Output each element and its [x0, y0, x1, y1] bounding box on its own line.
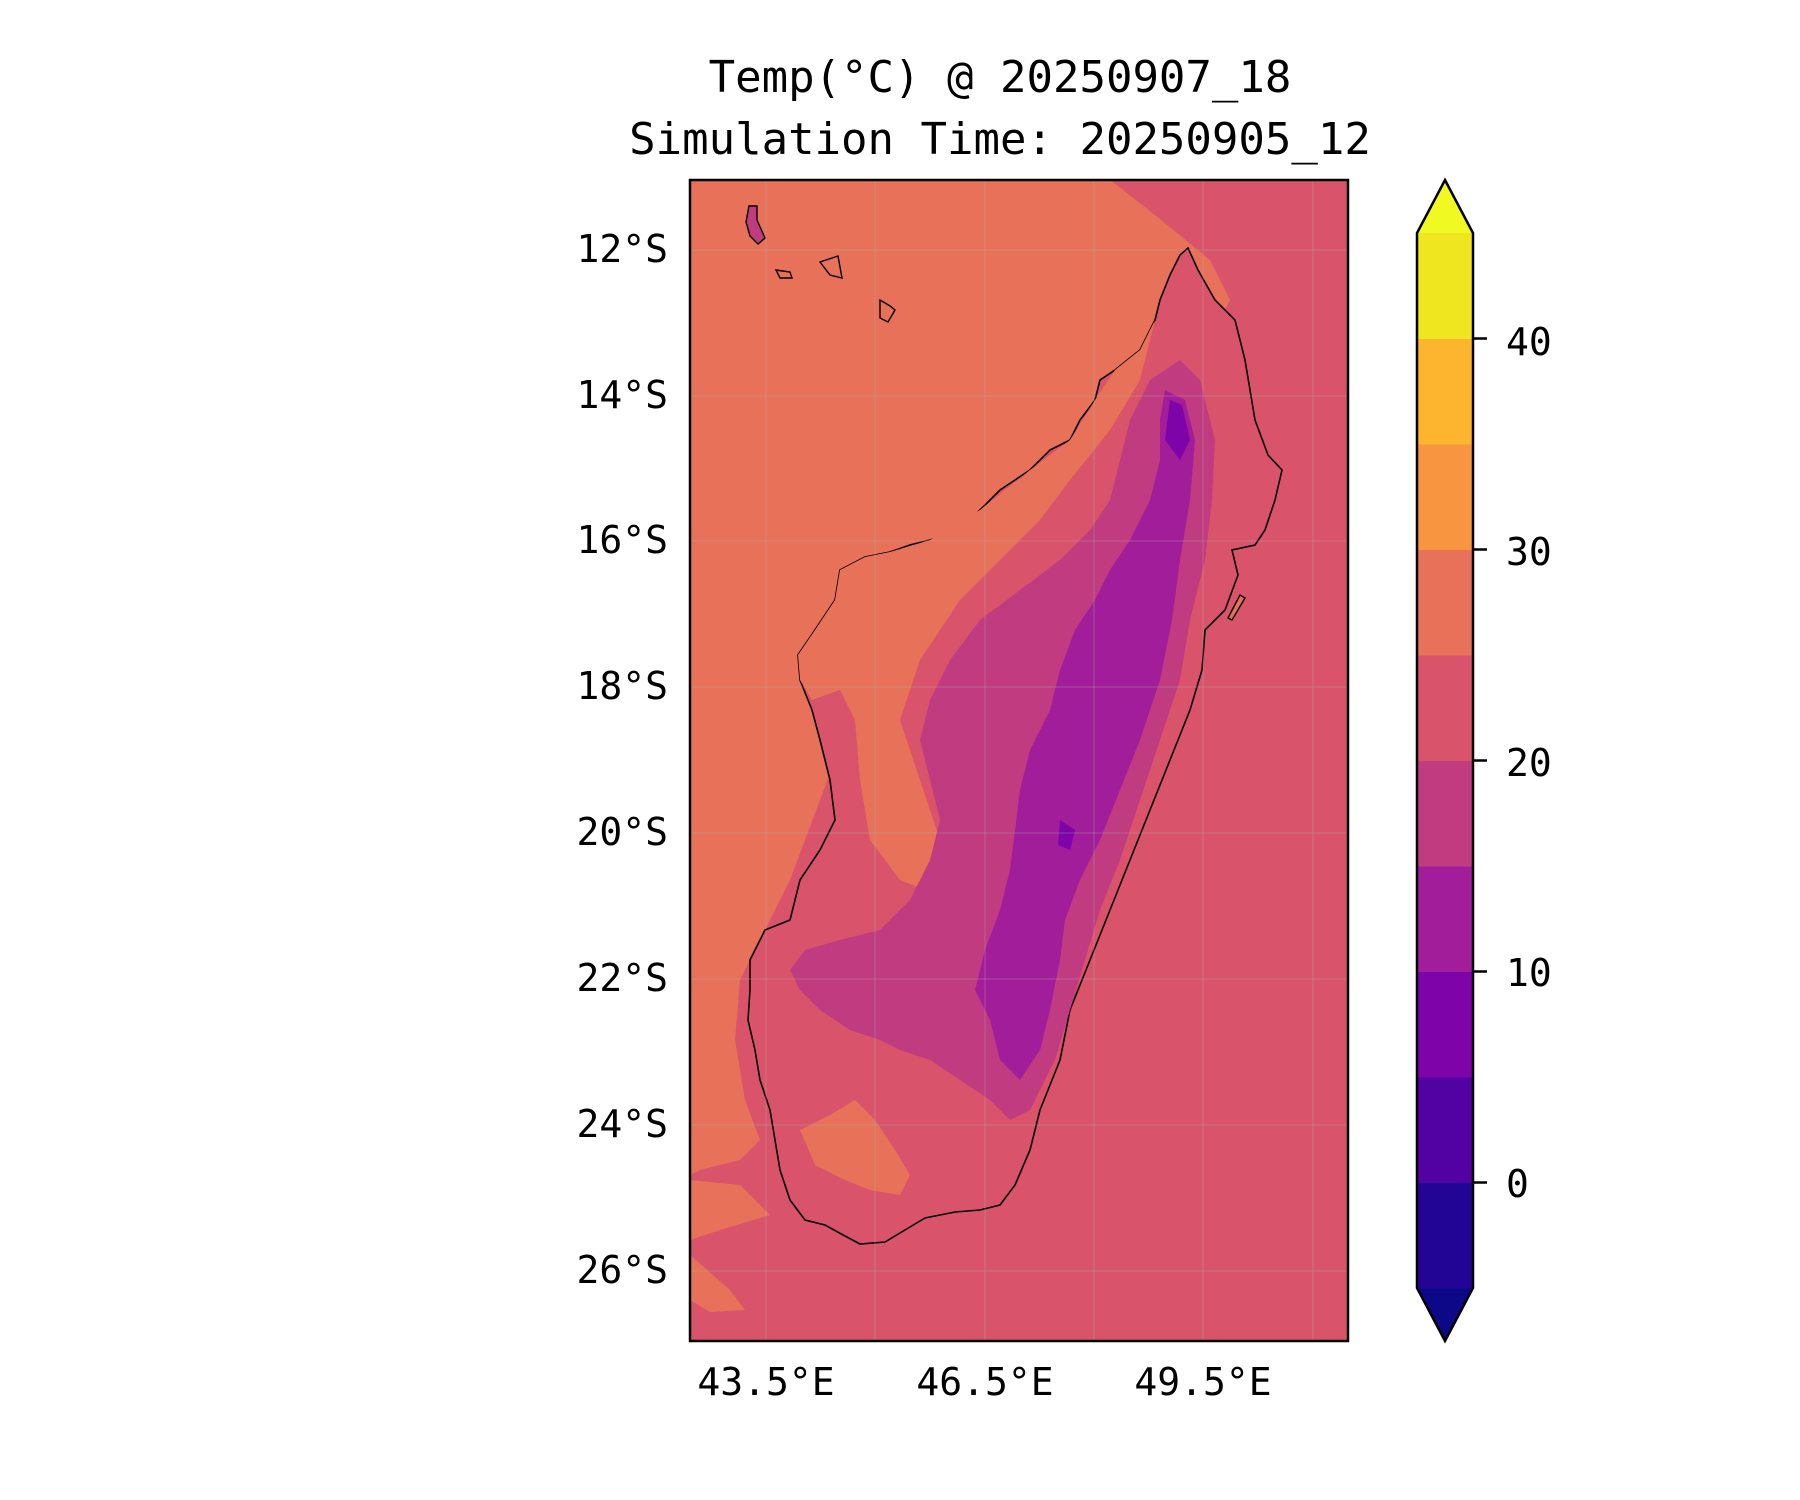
island-moheli	[774, 269, 793, 279]
colorbar-bin	[1417, 1077, 1473, 1183]
y-tick-label: 18°S	[576, 664, 668, 708]
y-axis-labels: 12°S 14°S 16°S 18°S 20°S 22°S 24°S 26°S	[576, 227, 668, 1292]
colorbar-bin	[1417, 338, 1473, 445]
y-tick-label: 14°S	[576, 373, 668, 417]
colorbar-outline	[1415, 177, 1475, 1344]
colorbar-bin	[1417, 760, 1473, 867]
highlands-coldest	[1058, 400, 1190, 850]
y-tick-label: 26°S	[576, 1248, 668, 1292]
colorbar-labels: 0 10 20 30 40	[1506, 320, 1552, 1206]
y-tick-label: 20°S	[576, 810, 668, 854]
y-tick-label: 16°S	[576, 518, 668, 562]
highlands-cool	[790, 360, 1215, 1120]
land-warm-west	[798, 320, 1155, 900]
land-warm-southwest	[800, 1100, 910, 1195]
warm-sea-patch-south	[690, 1180, 770, 1312]
island-anjouan	[818, 255, 843, 279]
x-axis-labels: 43.5°E 46.5°E 49.5°E	[697, 1360, 1271, 1404]
y-tick-label: 12°S	[576, 227, 668, 271]
title-line-2: Simulation Time: 20250905_12	[629, 114, 1371, 165]
highlands-colder	[975, 390, 1195, 1080]
colorbar-bin	[1417, 971, 1473, 1078]
map-panel	[690, 180, 1348, 1341]
x-tick-label: 49.5°E	[1134, 1360, 1271, 1404]
island-mayotte	[879, 298, 896, 323]
colorbar-extend-max	[1417, 180, 1473, 233]
colorbar-tick-label: 10	[1506, 951, 1552, 995]
y-tick-label: 24°S	[576, 1102, 668, 1146]
colorbar-tick-label: 30	[1506, 530, 1552, 574]
colorbar-tick-label: 40	[1506, 320, 1552, 364]
colorbar-extend-min	[1417, 1288, 1473, 1341]
y-tick-label: 22°S	[576, 956, 668, 1000]
x-tick-label: 46.5°E	[916, 1360, 1053, 1404]
colorbar-bin	[1417, 549, 1473, 656]
colorbar-bin	[1417, 1182, 1473, 1289]
colorbar-bin	[1417, 866, 1473, 972]
map-frame	[688, 178, 1350, 1343]
colorbar-bin	[1417, 444, 1473, 550]
colorbar-tick-label: 0	[1506, 1162, 1529, 1206]
title-line-1: Temp(°C) @ 20250907_18	[708, 52, 1292, 103]
island-grande-comore	[745, 205, 766, 245]
island-sainte-marie	[1227, 594, 1246, 621]
colorbar-tick-label: 20	[1506, 741, 1552, 785]
x-tick-label: 43.5°E	[697, 1360, 834, 1404]
gridlines	[690, 180, 1348, 1341]
map-title: Temp(°C) @ 20250907_18 Simulation Time: …	[0, 0, 1800, 180]
colorbar-bin	[1417, 655, 1473, 761]
colorbar	[1415, 177, 1487, 1344]
colorbar-bin	[1417, 233, 1473, 339]
